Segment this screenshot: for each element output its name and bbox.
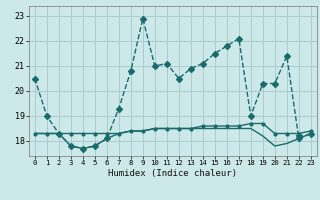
X-axis label: Humidex (Indice chaleur): Humidex (Indice chaleur) [108,169,237,178]
